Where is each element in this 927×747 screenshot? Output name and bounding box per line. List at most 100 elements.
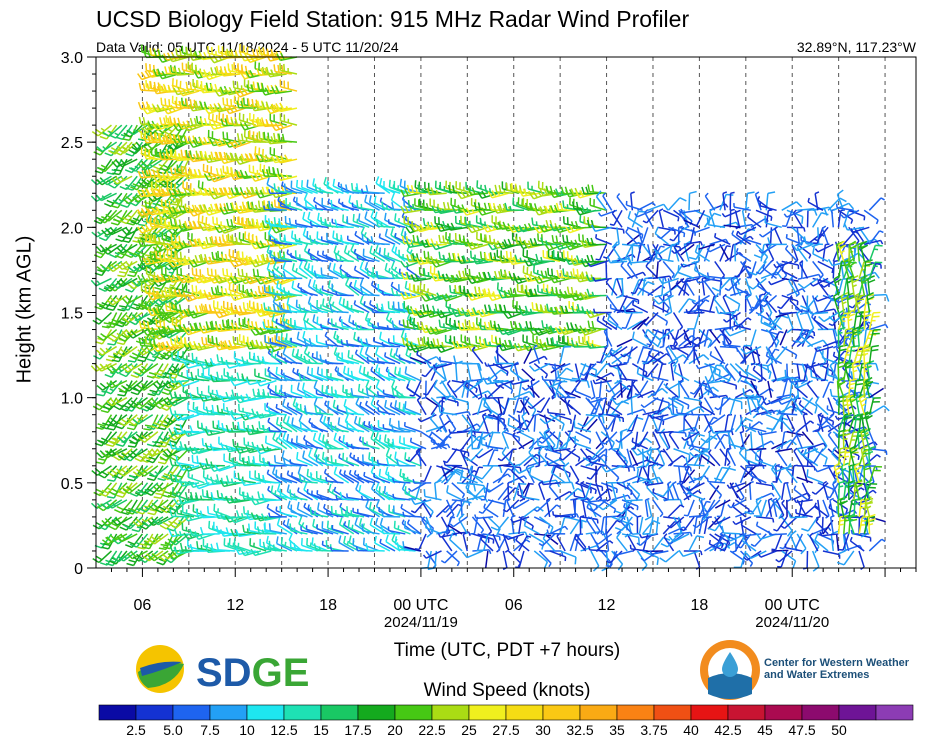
wind-barb: [666, 533, 685, 545]
wind-barb: [778, 380, 788, 398]
wind-barb: [777, 294, 793, 310]
colorbar-tick-label: 20: [387, 722, 403, 738]
wind-barb: [152, 482, 174, 492]
wind-barb: [487, 369, 508, 382]
wind-barb: [145, 266, 164, 280]
wind-barb: [152, 516, 174, 526]
wind-barb: [108, 141, 128, 155]
wind-barb: [121, 362, 143, 373]
wind-barb: [652, 431, 661, 451]
colorbar-tick-label: 47.5: [788, 722, 815, 738]
wind-barb: [586, 288, 607, 297]
wind-barb: [780, 430, 789, 449]
wind-barb: [133, 397, 154, 410]
colorbar-tick-label: 5.0: [163, 722, 183, 738]
wind-barb: [446, 380, 458, 399]
cw3e-logo: [698, 638, 762, 707]
wind-barb: [114, 243, 133, 259]
wind-barb: [507, 550, 522, 567]
wind-barb: [755, 277, 767, 296]
x-tick-label: 00 UTC: [765, 597, 820, 614]
wind-barb: [267, 406, 287, 416]
colorbar-tick-label: 12.5: [270, 722, 297, 738]
wind-barb: [446, 485, 463, 501]
wind-barb: [827, 397, 835, 417]
wind-barb: [98, 431, 118, 445]
wind-barb: [668, 431, 680, 450]
colorbar-swatch: [283, 704, 322, 721]
wind-barb: [735, 248, 752, 263]
wind-barb: [93, 482, 113, 497]
wind-barb: [814, 396, 829, 416]
wind-barb: [104, 192, 123, 208]
wind-barb: [123, 448, 143, 462]
wind-barb: [112, 192, 133, 205]
colorbar-swatch: [320, 704, 359, 721]
wind-barb: [733, 202, 751, 212]
wind-barb: [716, 430, 726, 450]
wind-barb: [688, 535, 705, 552]
wind-barb: [755, 440, 775, 450]
wind-barb: [592, 308, 612, 314]
y-tick-label: 3.0: [61, 50, 83, 67]
wind-barb: [849, 536, 865, 552]
wind-barb: [137, 238, 158, 248]
wind-barb: [409, 380, 422, 397]
wind-barb: [168, 397, 190, 407]
wind-barb: [106, 226, 128, 236]
wind-barb: [96, 448, 113, 465]
wind-barb: [116, 533, 138, 543]
wind-barb: [126, 550, 144, 567]
wind-barb: [858, 393, 868, 415]
wind-barb: [102, 209, 123, 222]
sdge-logo: SDGE: [134, 642, 324, 703]
wind-barb: [758, 226, 778, 238]
wind-barb: [130, 295, 149, 311]
wind-barb: [770, 363, 777, 383]
wind-barb: [797, 465, 816, 471]
wind-barb: [533, 413, 540, 432]
wind-barb: [129, 533, 149, 548]
x-tick-label: 06: [505, 597, 523, 614]
wind-barb: [782, 210, 793, 228]
wind-barb: [131, 516, 149, 533]
wind-barb: [615, 431, 633, 443]
y-tick-label: 0.5: [61, 476, 83, 493]
wind-barb: [146, 363, 164, 379]
wind-barb: [575, 431, 592, 444]
wind-barb: [771, 549, 789, 552]
wind-barb: [687, 312, 701, 330]
wind-barb: [766, 414, 783, 431]
wind-barb: [433, 379, 448, 399]
wind-barb: [423, 489, 442, 501]
wind-barb: [594, 533, 613, 545]
colorbar-swatch: [172, 704, 211, 721]
wind-barb: [122, 380, 143, 392]
wind-barb: [484, 550, 489, 568]
wind-barb: [95, 192, 117, 202]
wind-barb: [416, 396, 427, 416]
wind-barb: [144, 200, 164, 212]
wind-barb: [714, 260, 726, 279]
wind-barb: [146, 448, 164, 464]
wind-barb: [546, 408, 566, 416]
wind-barb: [487, 449, 499, 467]
wind-barb: [863, 209, 879, 225]
wind-barb: [107, 328, 128, 342]
wind-barb: [446, 414, 457, 433]
wind-barb: [414, 533, 427, 551]
wind-barb: [122, 482, 143, 495]
wind-barb: [580, 239, 602, 248]
wind-barb: [672, 312, 684, 331]
wind-barb: [151, 414, 169, 430]
wind-barb: [801, 397, 818, 414]
wind-barb: [576, 303, 597, 314]
colorbar-swatch: [542, 704, 581, 721]
wind-barb: [868, 328, 881, 347]
wind-barb: [679, 379, 690, 399]
wind-barb: [137, 380, 159, 391]
wind-barb: [119, 175, 138, 191]
wind-barb: [858, 550, 865, 570]
wind-barb: [106, 499, 128, 509]
